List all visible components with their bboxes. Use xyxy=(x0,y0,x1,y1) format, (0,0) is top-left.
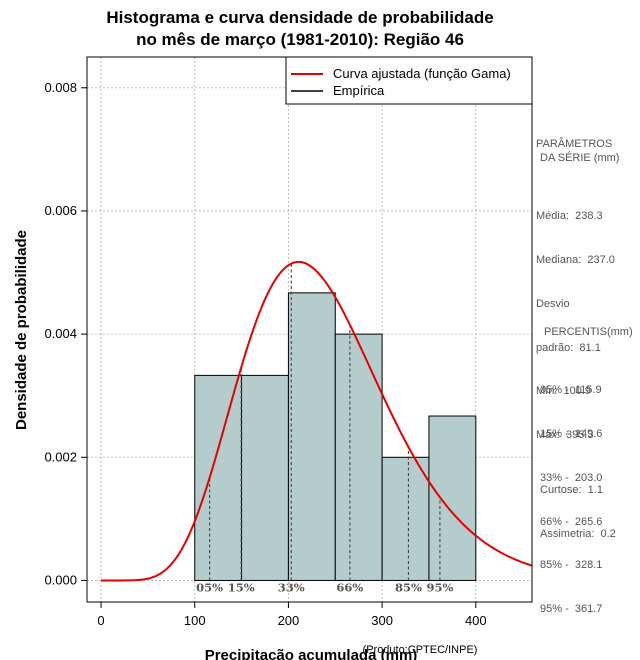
gamma-curve-layer xyxy=(101,260,533,582)
params-line: Mín: 100.9 xyxy=(536,385,592,398)
y-tick-label: 0.008 xyxy=(44,80,77,95)
percentile-label: 15% xyxy=(228,580,255,594)
params-heading-1: PARÂMETROS xyxy=(536,138,613,150)
x-tick-label: 200 xyxy=(278,613,300,628)
percentile-label: 95% xyxy=(426,580,453,594)
percentis-line: 95% - 361.7 xyxy=(540,603,603,616)
histogram-bars xyxy=(194,292,477,581)
percentis-heading: PERCENTIS(mm) xyxy=(544,326,633,338)
x-tick-label: 0 xyxy=(97,613,104,628)
x-tick-label: 400 xyxy=(465,613,487,628)
y-tick-label: 0.004 xyxy=(44,326,77,341)
legend-label-gamma: Curva ajustada (função Gama) xyxy=(333,66,511,81)
histogram-bar xyxy=(287,292,336,581)
percentile-label: 05% xyxy=(196,580,223,594)
chart-subtitle: no mês de março (1981-2010): Região 46 xyxy=(136,30,464,49)
x-axis-label: Precipitação acumulada (mm) xyxy=(205,647,418,660)
stats-block: Curtose: 1.1 Assimetria: 0.2 xyxy=(540,454,616,556)
y-axis-label: Densidade de probabilidade xyxy=(13,230,30,430)
legend-box xyxy=(285,56,533,105)
chart-title: Histograma e curva densidade de probabil… xyxy=(106,8,494,27)
y-tick-label: 0.002 xyxy=(44,449,77,464)
histogram-bar xyxy=(241,374,289,581)
legend: Curva ajustada (função Gama) Empírica xyxy=(285,56,533,105)
percentile-label: 33% xyxy=(278,580,305,594)
percentis-line: 05% - 115.9 xyxy=(540,384,602,397)
x-tick-label: 100 xyxy=(184,613,206,628)
gamma-curve xyxy=(101,260,533,582)
percentis-line: 85% - 328.1 xyxy=(540,559,603,572)
params-line: Média: 238.3 xyxy=(536,210,603,223)
y-tick-label: 0.000 xyxy=(44,572,77,587)
stats-line: Assimetria: 0.2 xyxy=(540,527,616,540)
product-note: (Produto:CPTEC/INPE) xyxy=(363,644,478,656)
params-line: padrão: 81.1 xyxy=(536,341,601,354)
histogram-bar xyxy=(381,456,430,581)
params-line: Desvio xyxy=(536,297,570,310)
params-heading-2: DA SÉRIE (mm) xyxy=(540,152,620,164)
params-line: Mediana: 237.0 xyxy=(536,253,615,266)
params-line: Máx: 395.3 xyxy=(536,429,594,442)
percentis-line: 15% - 149.6 xyxy=(540,427,603,440)
params-block: Média: 238.3 Mediana: 237.0 Desvio padrã… xyxy=(536,180,615,457)
percentis-block: 05% - 115.9 15% - 149.6 33% - 203.0 66% … xyxy=(540,354,602,631)
x-tick-label: 300 xyxy=(371,613,393,628)
y-tick-label: 0.006 xyxy=(44,203,77,218)
percentile-label: 85% xyxy=(395,580,422,594)
histogram-bar xyxy=(334,333,383,581)
percentis-line: 33% - 203.0 xyxy=(540,471,603,484)
percentis-line: 66% - 265.6 xyxy=(540,515,603,528)
axes: 0 100 200 300 400 0.000 0.002 0.004 0.006 0.008 xyxy=(44,80,486,628)
percentile-label: 66% xyxy=(336,580,363,594)
legend-label-empirica: Empírica xyxy=(333,83,385,98)
histogram-bar xyxy=(428,415,477,581)
histogram-bar xyxy=(194,374,243,581)
percentile-markers: 05% 15% 33% 66% 85% 95% xyxy=(196,263,453,594)
stats-line: Curtose: 1.1 xyxy=(540,484,603,497)
